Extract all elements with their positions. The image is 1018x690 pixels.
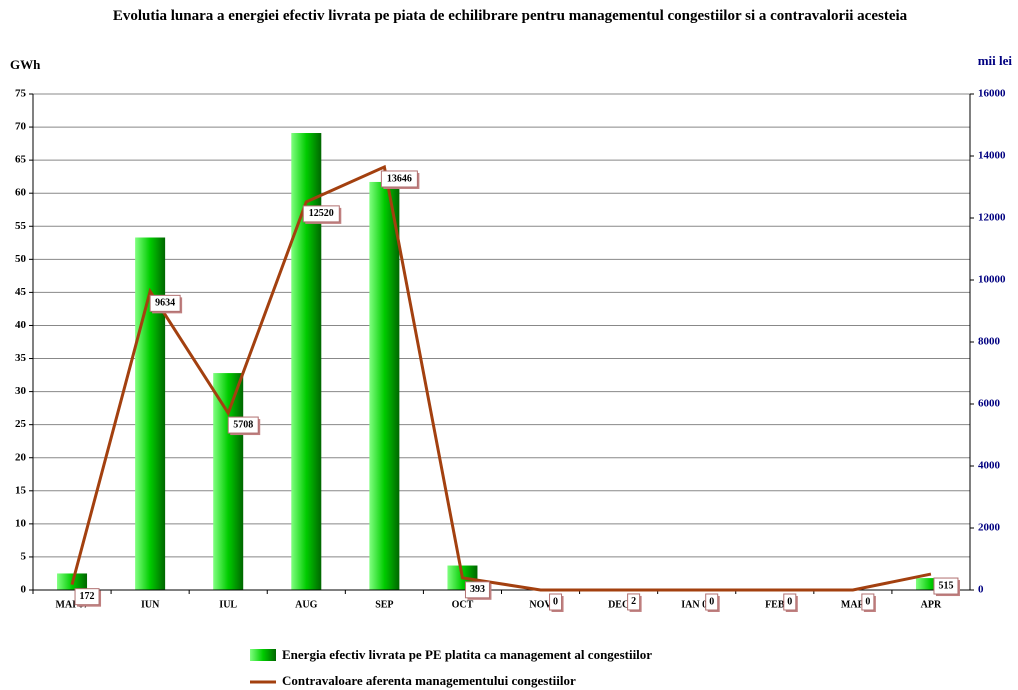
y-tick-label: 15 [15,484,27,496]
data-label-box [302,205,340,223]
bar [369,181,400,590]
data-label-text: 393 [470,584,485,595]
data-label-box [783,593,797,611]
y2-tick-label: 14000 [978,150,1006,162]
data-label-box [380,170,418,188]
data-label: 13646 [380,170,420,189]
y2-tick-label: 8000 [978,336,1001,348]
y-tick-label: 0 [21,584,27,596]
y-tick-label: 25 [15,418,27,430]
data-label-text: 0 [787,596,792,607]
y-tick-label: 55 [15,220,27,232]
y-axis-label: GWh [10,57,41,72]
y-tick-label: 40 [15,319,27,331]
data-label: 9634 [149,294,183,314]
data-label: 0 [783,593,798,612]
y2-tick-label: 10000 [978,274,1006,286]
y2-tick-label: 4000 [978,460,1001,472]
data-label-box [861,593,875,611]
x-tick-label: OCT [452,599,474,610]
legend-swatch [250,649,276,661]
data-label-box [464,581,490,599]
y-tick-label: 20 [15,451,27,463]
y2-tick-label: 2000 [978,522,1001,534]
x-tick-label: IAN 08 [681,599,712,610]
bar [915,578,946,590]
data-label: 0 [705,593,720,612]
data-label: 393 [464,581,492,600]
chart-title: Evolutia lunara a energiei efectiv livra… [112,8,908,24]
data-label-text: 5708 [233,419,253,430]
data-label: 515 [933,577,960,597]
data-label-text: 0 [553,596,558,607]
x-tick-label: MAR [841,599,866,610]
data-label-text: 0 [709,596,714,607]
data-label-box [933,577,959,595]
x-tick-label: IUL [219,599,237,610]
x-tick-label: MAI 07 [56,599,89,610]
data-label: 0 [549,593,564,612]
y2-tick-label: 0 [978,584,984,596]
y2-axis-label: mii lei [978,53,1013,68]
data-label: 172 [74,588,102,607]
data-label-box [627,593,641,611]
x-tick-label: DEC [608,599,629,610]
y-tick-label: 45 [15,286,27,298]
data-label: 2 [627,593,642,612]
line-series [70,164,932,592]
data-label-text: 2 [631,596,636,607]
data-label-text: 12520 [309,208,334,219]
y-tick-label: 50 [15,253,27,265]
legend-label: Contravaloare aferenta managementului co… [282,673,576,688]
data-label: 5708 [227,416,261,436]
y-tick-label: 75 [15,88,27,100]
x-tick-label: AUG [295,599,317,610]
legend-label: Energia efectiv livrata pe PE platita ca… [282,647,652,662]
data-label-text: 515 [938,580,953,591]
data-label-box [74,588,100,606]
y-tick-label: 30 [15,385,27,397]
data-label-text: 172 [80,591,95,602]
data-label-box [227,416,259,434]
bar [213,373,244,590]
data-label-text: 0 [865,596,870,607]
y2-tick-label: 12000 [978,212,1006,224]
data-label: 12520 [302,205,342,224]
x-tick-label: NOV [529,599,552,610]
x-tick-label: FEB [765,599,785,610]
data-label-box [549,593,563,611]
y-tick-label: 65 [15,154,27,166]
y-tick-label: 10 [15,517,27,529]
x-tick-label: IUN [141,599,160,610]
y-tick-label: 35 [15,352,27,364]
y2-tick-label: 16000 [978,88,1006,100]
x-tick-label: APR [921,599,942,610]
data-label: 0 [861,593,876,612]
y2-tick-label: 6000 [978,398,1001,410]
data-label-box [149,294,181,312]
y-tick-label: 60 [15,187,27,199]
data-label-text: 9634 [155,298,175,309]
y-tick-label: 70 [15,121,27,133]
y-tick-label: 5 [21,550,27,562]
x-tick-label: SEP [375,599,393,610]
data-label-box [705,593,719,611]
data-label-text: 13646 [387,173,412,184]
